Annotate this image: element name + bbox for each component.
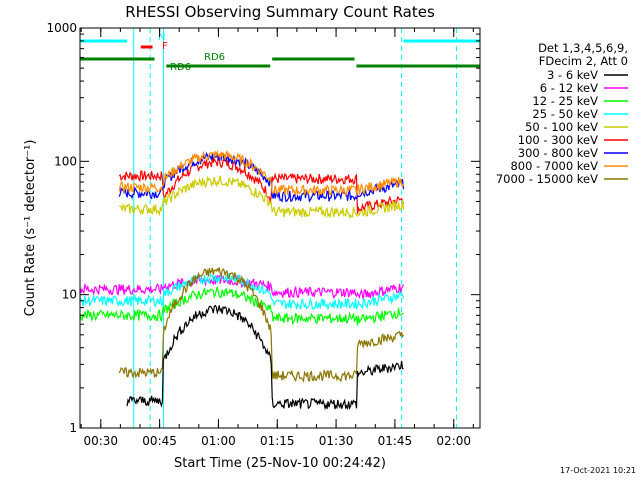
- series-line-2: [79, 286, 404, 326]
- legend-entry-label: 800 - 7000 keV: [510, 159, 598, 173]
- x-tick-label: 01:15: [260, 434, 295, 448]
- x-tick-label: 00:45: [142, 434, 177, 448]
- legend-entry-label: 300 - 800 keV: [518, 146, 598, 160]
- legend-header: FDecim 2, Att 0: [539, 54, 628, 68]
- legend-entry-label: 50 - 100 keV: [525, 120, 598, 134]
- series-line-8: [118, 267, 404, 383]
- legend-entry-label: 3 - 6 keV: [547, 68, 598, 82]
- flag-label: RD6: [204, 52, 225, 63]
- flag-label: N: [158, 32, 165, 43]
- x-tick-label: 02:00: [436, 434, 471, 448]
- y-axis-label: Count Rate (s⁻¹ detector⁻¹): [23, 140, 38, 317]
- series-line-4: [119, 175, 405, 219]
- x-tick-label: 01:30: [319, 434, 354, 448]
- legend: Det 1,3,4,5,6,9,FDecim 2, Att 03 - 6 keV…: [496, 41, 628, 186]
- legend-header: Det 1,3,4,5,6,9,: [538, 41, 628, 55]
- series-line-0: [126, 304, 404, 411]
- series-line-6: [118, 151, 405, 203]
- x-axis-label: Start Time (25-Nov-10 00:24:42): [174, 456, 386, 471]
- x-tick-label: 01:00: [201, 434, 236, 448]
- legend-entry-label: 6 - 12 keV: [540, 81, 598, 95]
- timestamp: 17-Oct-2021 10:21: [560, 466, 636, 475]
- x-axis: 00:30 00:45 01:00 01:15 01:30 01:45 02:00: [80, 28, 474, 448]
- series-line-3: [79, 273, 405, 311]
- legend-entry-label: 7000 - 15000 keV: [496, 172, 598, 186]
- y-tick-label: 1000: [46, 21, 77, 35]
- legend-entry-label: 25 - 50 keV: [532, 107, 598, 121]
- flag-label: F: [162, 41, 168, 52]
- plot-area: [79, 28, 457, 428]
- series-line-7: [118, 149, 405, 198]
- legend-entry-label: 100 - 300 keV: [518, 133, 598, 147]
- y-tick-label: 10: [62, 288, 77, 302]
- series-line-1: [79, 274, 405, 300]
- plot-frame: [79, 27, 481, 429]
- flag-label: RD6: [170, 62, 191, 73]
- series-line-5: [118, 156, 405, 214]
- y-tick-label: 1: [69, 421, 77, 435]
- x-tick-label: 01:45: [378, 434, 413, 448]
- legend-entry-label: 12 - 25 keV: [532, 94, 598, 108]
- y-tick-label: 100: [54, 154, 77, 168]
- y-axis: 1 10 100 1000: [46, 21, 480, 435]
- x-tick-label: 00:30: [83, 434, 118, 448]
- chart-title: RHESSI Observing Summary Count Rates: [125, 3, 435, 21]
